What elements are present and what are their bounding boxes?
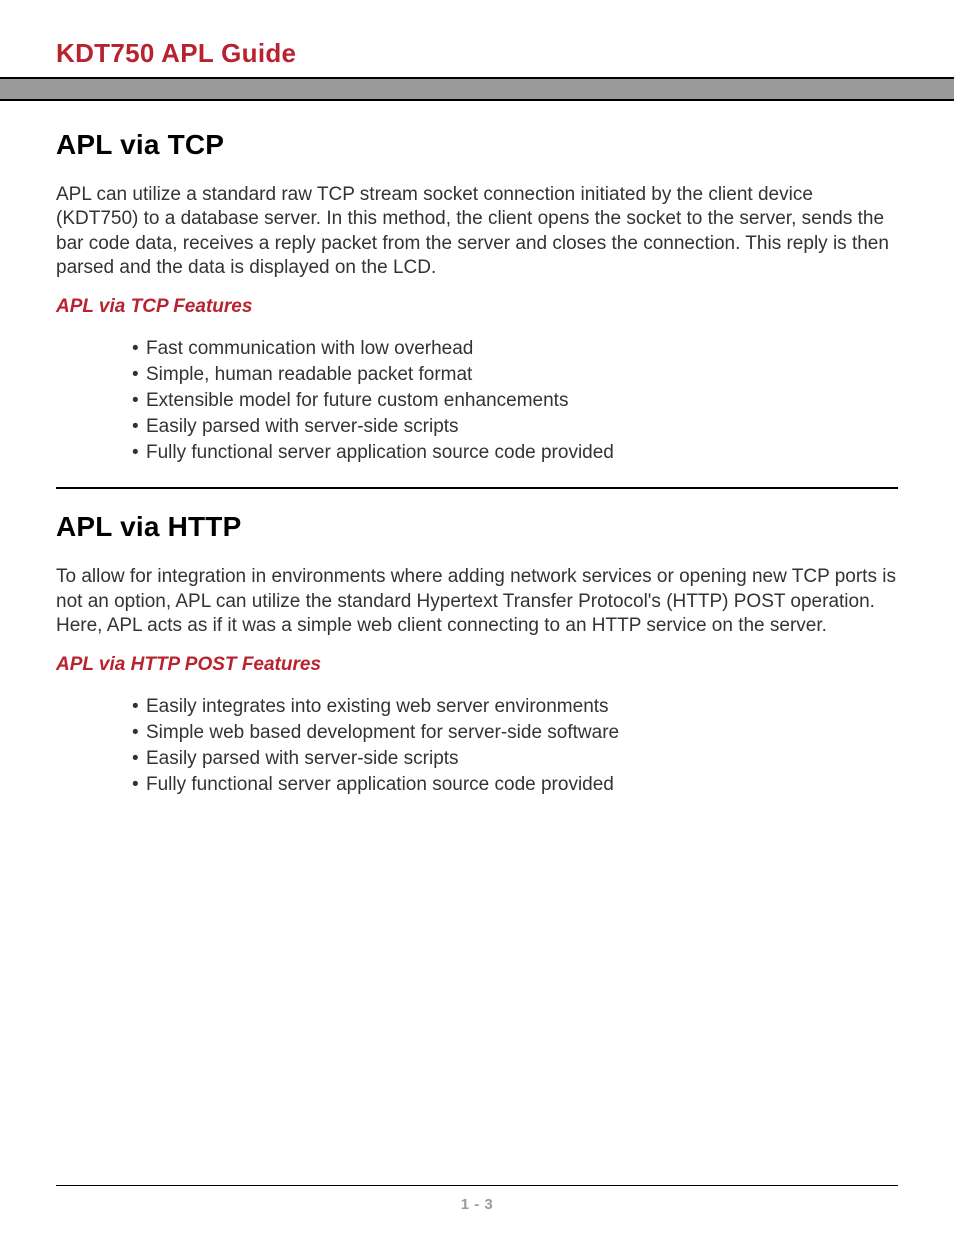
section-heading-http: APL via HTTP: [56, 511, 898, 543]
page: KDT750 APL Guide APL via TCP APL can uti…: [0, 0, 954, 1235]
features-heading-http: APL via HTTP POST Features: [56, 654, 898, 676]
list-item: Easily integrates into existing web serv…: [132, 694, 898, 720]
list-item: Fully functional server application sour…: [132, 772, 898, 798]
features-heading-tcp: APL via TCP Features: [56, 296, 898, 318]
content-area: APL via TCP APL can utilize a standard r…: [0, 101, 954, 798]
list-item: Fast communication with low overhead: [132, 336, 898, 362]
list-item: Easily parsed with server-side scripts: [132, 746, 898, 772]
body-text-tcp: APL can utilize a standard raw TCP strea…: [56, 183, 898, 280]
list-item: Fully functional server application sour…: [132, 440, 898, 466]
list-item: Extensible model for future custom enhan…: [132, 388, 898, 414]
feature-list-http: Easily integrates into existing web serv…: [56, 694, 898, 797]
list-item: Simple web based development for server-…: [132, 720, 898, 746]
section-heading-tcp: APL via TCP: [56, 129, 898, 161]
list-item: Easily parsed with server-side scripts: [132, 414, 898, 440]
body-text-http: To allow for integration in environments…: [56, 565, 898, 638]
list-item: Simple, human readable packet format: [132, 362, 898, 388]
header-area: KDT750 APL Guide: [0, 0, 954, 77]
page-number: 1 - 3: [56, 1196, 898, 1213]
header-bar: [0, 77, 954, 101]
footer: 1 - 3: [56, 1185, 898, 1213]
footer-rule: [56, 1185, 898, 1186]
section-divider: [56, 487, 898, 489]
doc-title: KDT750 APL Guide: [56, 38, 898, 77]
feature-list-tcp: Fast communication with low overhead Sim…: [56, 336, 898, 465]
